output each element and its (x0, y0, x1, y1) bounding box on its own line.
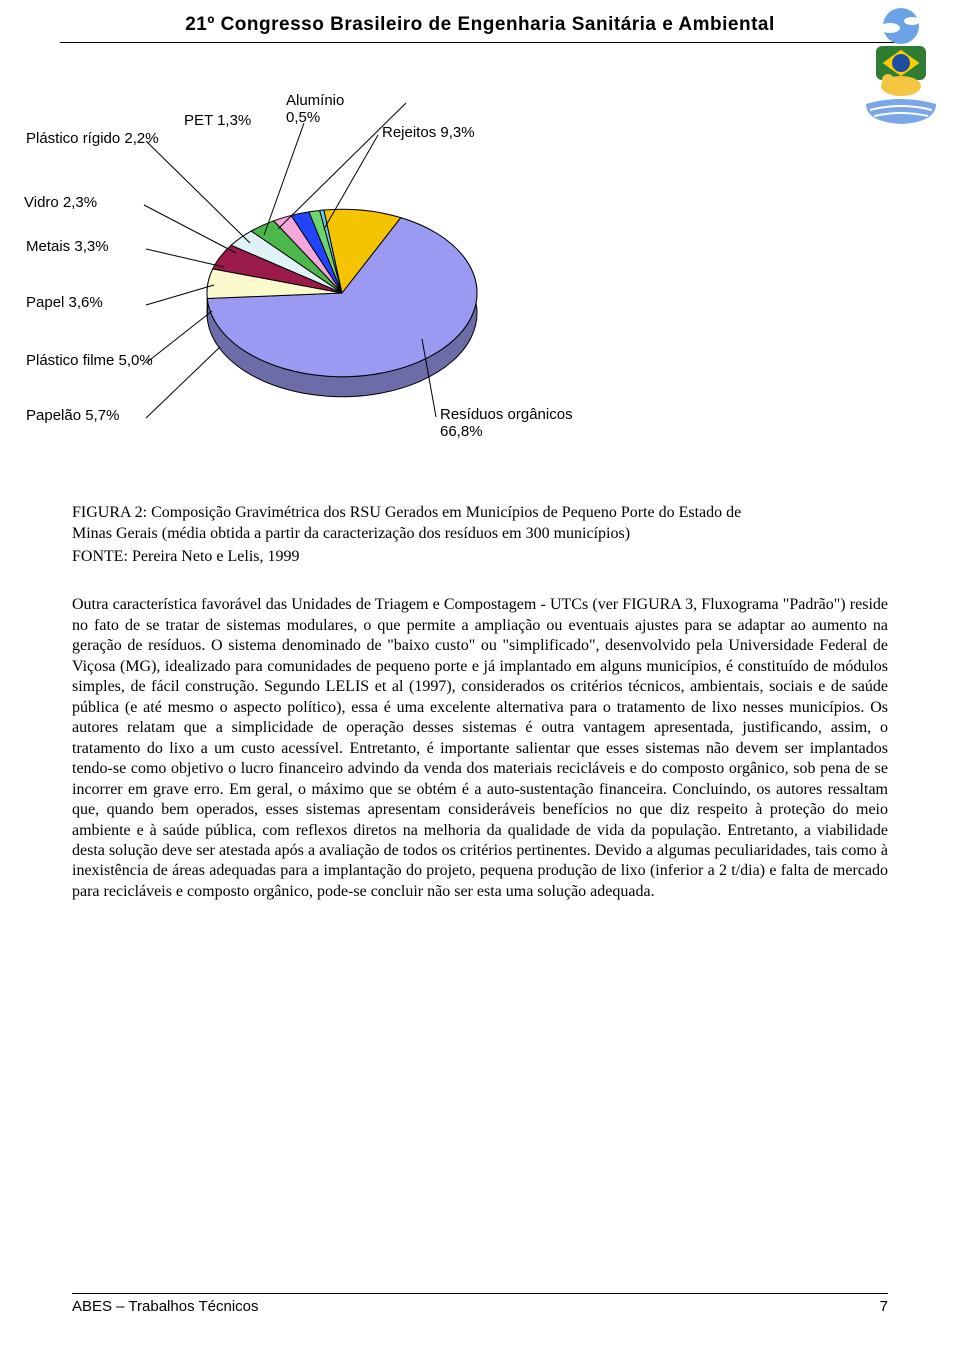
pie-chart: Resíduos orgânicos 66,8%Papelão 5,7%Plás… (72, 63, 888, 483)
header-rule (60, 42, 900, 43)
chart-label-rejeitos: Rejeitos 9,3% (382, 125, 475, 142)
figure-fonte: FONTE: Pereira Neto e Lelis, 1999 (72, 547, 888, 568)
chart-label-pfilme: Plástico filme 5,0% (26, 353, 153, 370)
content-area: Resíduos orgânicos 66,8% Papelão 5,7% Plás… (0, 63, 960, 902)
footer-page-number: 7 (880, 1298, 888, 1315)
figure-caption: FIGURA 2: Composição Gravimétrica dos RS… (72, 503, 888, 567)
footer-left: ABES – Trabalhos Técnicos (72, 1298, 259, 1315)
page-header: 21º Congresso Brasileiro de Engenharia S… (0, 0, 960, 53)
figure-caption-line1: FIGURA 2: Composição Gravimétrica dos RS… (72, 503, 888, 524)
page-footer: ABES – Trabalhos Técnicos 7 (72, 1293, 888, 1315)
chart-label-papel: Papel 3,6% (26, 295, 103, 312)
chart-label-pet: PET 1,3% (184, 113, 251, 130)
footer-rule (72, 1293, 888, 1294)
body-paragraph: Outra característica favorável das Unida… (72, 595, 888, 902)
figure-caption-line2: Minas Gerais (média obtida a partir da c… (72, 524, 888, 545)
chart-label-papelao: Papelão 5,7% (26, 408, 119, 425)
header-title: 21º Congresso Brasileiro de Engenharia S… (60, 14, 900, 36)
chart-label-prigido: Plástico rígido 2,2% (26, 131, 159, 148)
chart-label-vidro: Vidro 2,3% (24, 195, 97, 212)
chart-label-organicos: Resíduos orgânicos 66,8% (440, 407, 573, 440)
chart-label-metais: Metais 3,3% (26, 239, 109, 256)
chart-label-aluminio: Alumínio 0,5% (286, 93, 344, 126)
